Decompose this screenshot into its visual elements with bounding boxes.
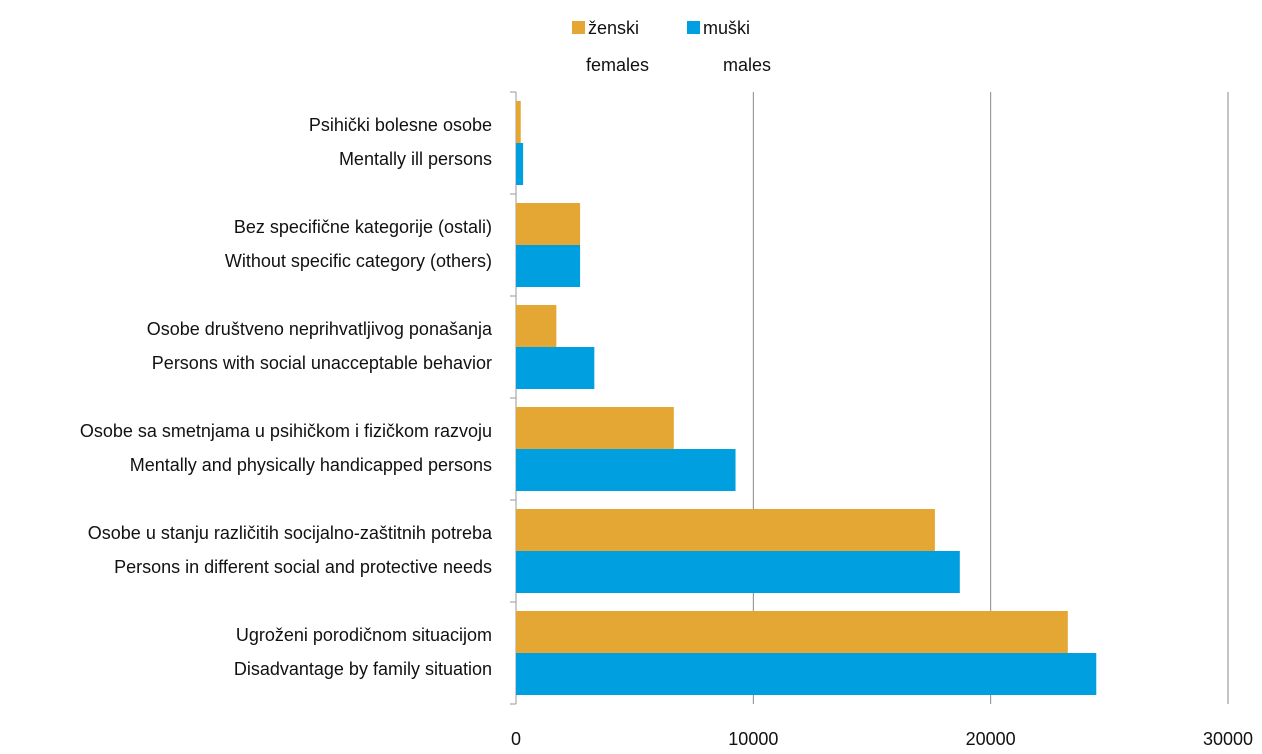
bar	[516, 407, 674, 449]
bar	[516, 509, 935, 551]
bar	[516, 305, 557, 347]
x-tick-label: 10000	[728, 729, 778, 749]
bar	[516, 551, 960, 593]
category-label: Mentally ill persons	[339, 149, 492, 169]
bar	[516, 347, 595, 389]
category-label: Persons with social unacceptable behavio…	[152, 353, 492, 373]
bar	[516, 653, 1097, 695]
bar	[516, 101, 521, 143]
legend-swatch	[687, 21, 700, 34]
category-label: Bez specifične kategorije (ostali)	[234, 217, 492, 237]
x-tick-label: 30000	[1203, 729, 1253, 749]
legend-label: ženski	[588, 18, 639, 38]
legend-swatch	[572, 21, 585, 34]
x-tick-label: 0	[511, 729, 521, 749]
bar	[516, 611, 1068, 653]
bar	[516, 245, 581, 287]
category-label: Osobe sa smetnjama u psihičkom i fizičko…	[80, 421, 492, 441]
bar	[516, 449, 736, 491]
bar	[516, 203, 581, 245]
category-label: Psihički bolesne osobe	[309, 115, 492, 135]
legend-label: females	[586, 55, 649, 75]
category-label: Ugroženi porodičnom situacijom	[236, 625, 492, 645]
category-label: Osobe društveno neprihvatljivog ponašanj…	[147, 319, 493, 339]
legend-label: muški	[703, 18, 750, 38]
category-label: Osobe u stanju različitih socijalno-zašt…	[88, 523, 493, 543]
bar	[516, 143, 524, 185]
legend-label: males	[723, 55, 771, 75]
category-label: Disadvantage by family situation	[234, 659, 492, 679]
category-label: Mentally and physically handicapped pers…	[130, 455, 492, 475]
x-tick-label: 20000	[966, 729, 1016, 749]
category-label: Without specific category (others)	[225, 251, 492, 271]
category-label: Persons in different social and protecti…	[114, 557, 492, 577]
